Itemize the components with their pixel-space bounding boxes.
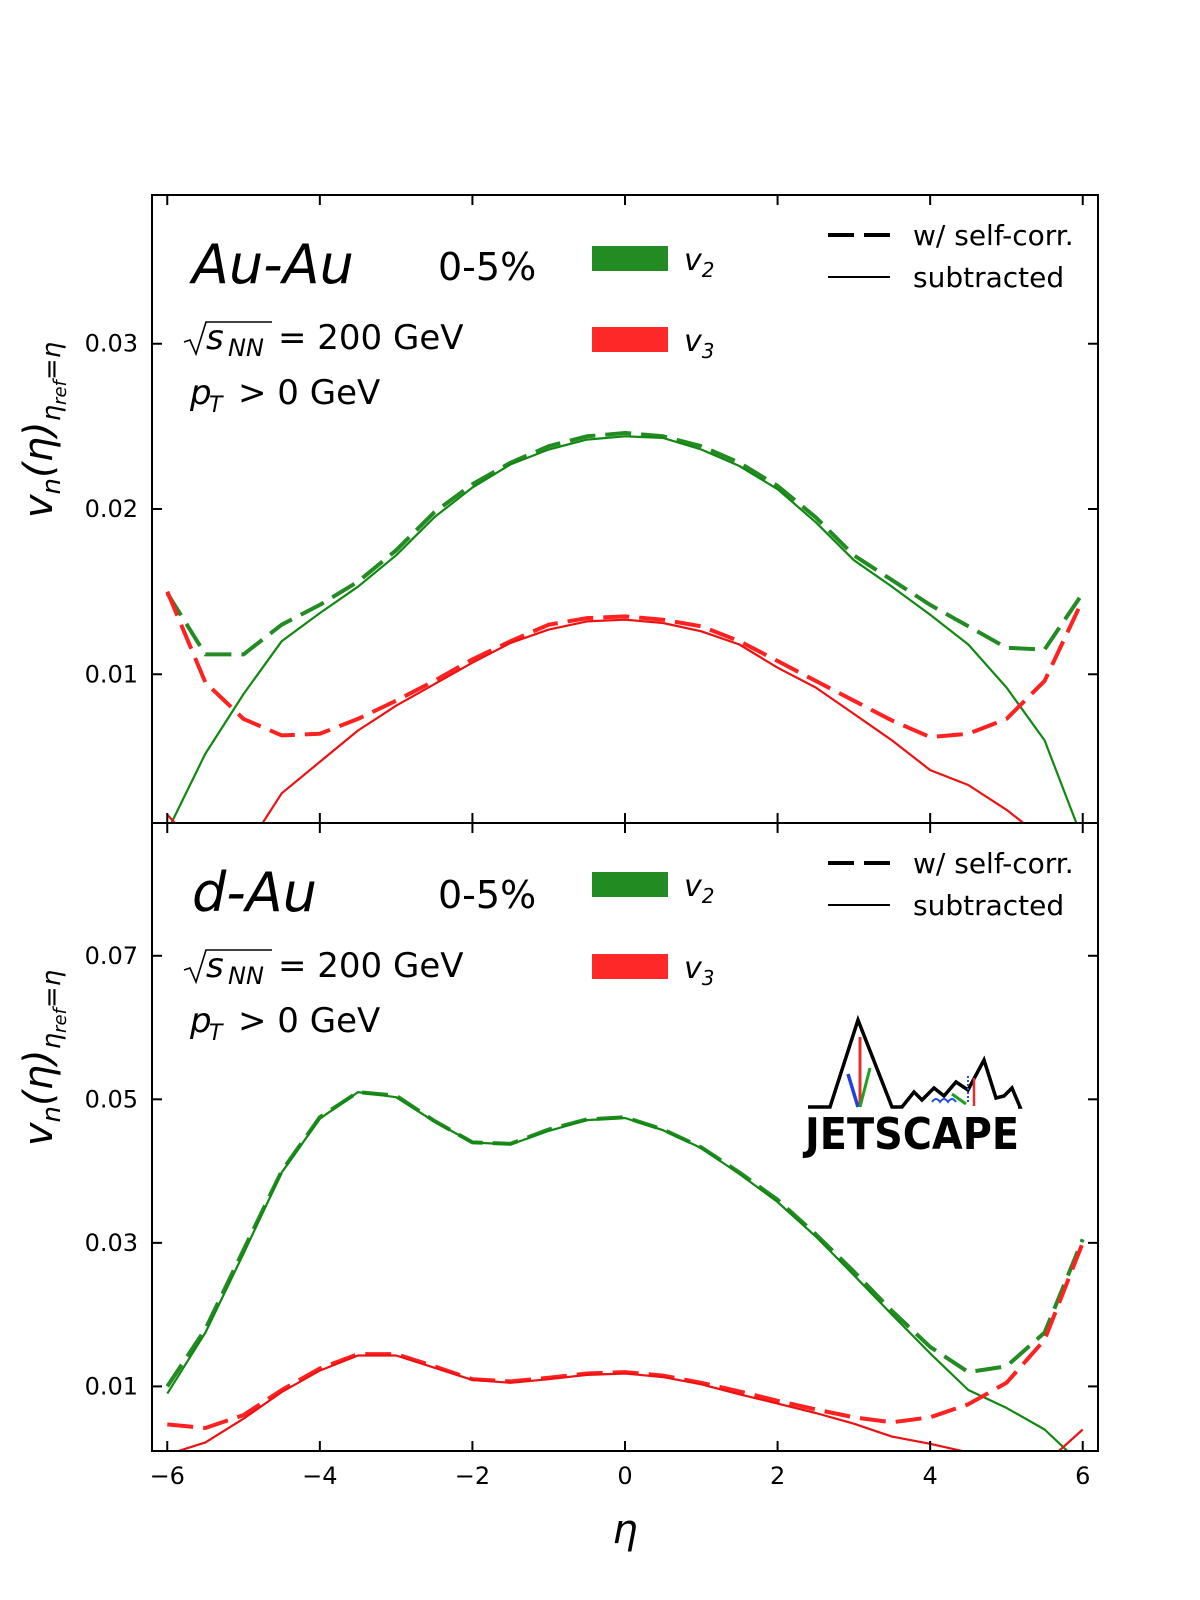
- top-legend-v3-label: v3: [684, 324, 715, 363]
- top-panel-series: [165, 431, 1085, 823]
- top-series-v3-solid: [166, 618, 1026, 823]
- svg-text:= 200 GeV: = 200 GeV: [278, 318, 464, 358]
- bottom-legend-v2-swatch: [592, 872, 668, 897]
- axis-ticks: 0.01 0.02 0.03 0.01 0.03 0.05 0.07 −6 −4 −2 0 2 4 6: [85, 195, 1098, 1490]
- logo-mountains: [808, 1014, 1023, 1109]
- svg-text:s: s: [206, 318, 224, 358]
- x-tick-label: −2: [455, 1462, 490, 1490]
- bottom-system-label: d-Au: [192, 861, 317, 924]
- top-y-tick-label: 0.01: [85, 660, 138, 688]
- svg-text:NN: NN: [228, 334, 264, 362]
- bottom-y-axis-title: vn(η)ηref=η: [16, 970, 71, 1146]
- bottom-legend-v2-label: v2: [684, 869, 715, 908]
- bottom-energy-label: s NN = 200 GeV: [183, 946, 464, 990]
- x-axis-title: η: [612, 1507, 637, 1553]
- x-tick-label: 2: [770, 1462, 785, 1490]
- top-legend-v3-swatch: [592, 327, 668, 352]
- bottom-pt-label: p T > 0 GeV: [189, 1001, 380, 1046]
- x-tick-label: 6: [1075, 1462, 1090, 1490]
- jetscape-logo: JETSCAPE: [802, 1014, 1023, 1160]
- svg-text:s: s: [206, 946, 224, 986]
- top-energy-label: s NN = 200 GeV: [183, 318, 464, 362]
- top-y-axis-title: vn(η)ηref=η: [16, 342, 71, 518]
- top-centrality-label: 0-5%: [438, 245, 536, 289]
- svg-text:> 0 GeV: > 0 GeV: [238, 373, 380, 413]
- bottom-series-v2-solid: [166, 1090, 1070, 1451]
- top-y-tick-label: 0.03: [85, 330, 138, 358]
- top-system-label: Au-Au: [189, 233, 354, 296]
- sqrt-symbol: [183, 321, 272, 357]
- top-series-v3-dashed: [165, 590, 1085, 740]
- sqrt-symbol: [183, 949, 272, 985]
- x-tick-label: 0: [617, 1462, 632, 1490]
- svg-text:> 0 GeV: > 0 GeV: [238, 1001, 380, 1041]
- bottom-centrality-label: 0-5%: [438, 873, 536, 917]
- x-tick-label: −6: [150, 1462, 185, 1490]
- svg-text:= 200 GeV: = 200 GeV: [278, 946, 464, 986]
- top-legend-solid-label: subtracted: [913, 261, 1064, 294]
- bottom-legend-v3-label: v3: [684, 951, 715, 990]
- x-tick-label: −4: [302, 1462, 337, 1490]
- top-y-tick-label: 0.02: [85, 495, 138, 523]
- bottom-legend-solid-label: subtracted: [913, 889, 1064, 922]
- logo-text: JETSCAPE: [802, 1109, 1019, 1160]
- bottom-y-tick-label: 0.07: [85, 942, 138, 970]
- bottom-y-tick-label: 0.03: [85, 1229, 138, 1257]
- svg-text:T: T: [209, 393, 224, 418]
- x-tick-label: 4: [923, 1462, 938, 1490]
- top-series-v2-solid: [170, 435, 1078, 823]
- top-pt-label: p T > 0 GeV: [189, 373, 380, 418]
- bottom-series-v2-dashed: [165, 1090, 1085, 1388]
- svg-text:NN: NN: [228, 962, 264, 990]
- top-legend-dashed-label: w/ self-corr.: [913, 219, 1074, 252]
- top-series-v2-dashed: [165, 431, 1085, 657]
- svg-text:p: p: [189, 373, 212, 413]
- top-legend-v2-swatch: [592, 246, 668, 271]
- bottom-series-v3-dashed: [167, 1242, 1085, 1430]
- top-legend-v2-label: v2: [684, 243, 715, 282]
- bottom-legend-v3-swatch: [592, 954, 668, 979]
- bottom-legend-dashed-label: w/ self-corr.: [913, 847, 1074, 880]
- svg-text:p: p: [189, 1001, 212, 1041]
- bottom-y-tick-label: 0.01: [85, 1372, 138, 1400]
- bottom-y-tick-label: 0.05: [85, 1085, 138, 1113]
- svg-text:T: T: [209, 1021, 224, 1046]
